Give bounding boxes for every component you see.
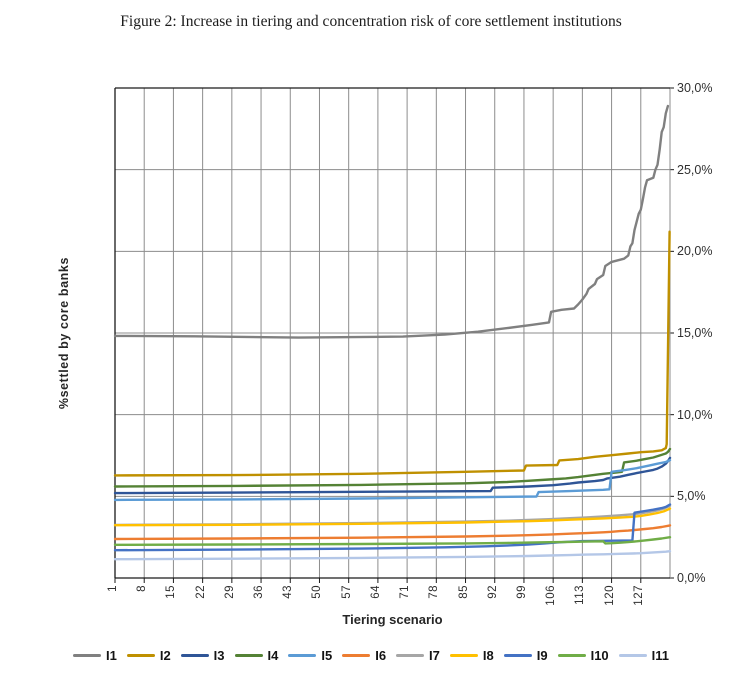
x-tick-label: 29	[223, 585, 236, 599]
figure-title: Figure 2: Increase in tiering and concen…	[120, 13, 622, 30]
legend-item-I5: I5	[288, 648, 332, 663]
x-tick-label: 64	[369, 585, 382, 599]
legend-label: I5	[321, 648, 333, 663]
x-tick-label: 106	[545, 585, 558, 606]
x-tick-label: 99	[515, 585, 528, 599]
legend-swatch-I9	[503, 653, 532, 658]
x-tick-label: 22	[194, 585, 207, 599]
legend-label: I3	[213, 648, 225, 663]
series-line-I7	[113, 504, 672, 527]
y-tick-label: 10,0%	[677, 407, 713, 422]
legend-swatch-I3	[180, 653, 209, 658]
legend-item-I9: I9	[503, 648, 548, 663]
x-tick-label: 78	[428, 585, 441, 599]
legend-label: I9	[536, 648, 548, 663]
legend-item-I6: I6	[342, 648, 386, 663]
x-tick-label: 50	[311, 585, 324, 599]
y-tick-label: 30,0%	[677, 81, 713, 95]
x-tick-label: 85	[457, 585, 470, 599]
legend-label: I7	[429, 648, 440, 663]
series-line-I2	[113, 230, 671, 477]
x-tick-label: 57	[340, 585, 353, 599]
legend-swatch-I6	[342, 653, 371, 658]
y-axis-title-wrap: %settled by core banks	[52, 88, 76, 578]
legend-label: I10	[590, 648, 609, 663]
y-tick-label: 5,0%	[677, 489, 706, 504]
legend-item-I4: I4	[234, 648, 279, 663]
x-tick-label: 120	[603, 585, 616, 606]
legend-label: I4	[267, 648, 279, 663]
legend-item-I7: I7	[396, 648, 440, 663]
legend-swatch-I8	[449, 653, 478, 658]
legend-label: I8	[482, 648, 494, 663]
legend-label: I11	[651, 648, 670, 663]
series-line-I5	[113, 458, 672, 502]
legend-label: I6	[375, 648, 387, 663]
x-axis-title: Tiering scenario	[342, 612, 443, 627]
series-line-I3	[113, 456, 672, 495]
legend-label: I2	[159, 648, 171, 663]
series-line-I10	[113, 536, 672, 546]
legend-item-I1: I1	[72, 648, 117, 663]
legend-swatch-I1	[72, 653, 101, 658]
x-tick-label: 127	[632, 585, 645, 606]
y-tick-label: 20,0%	[677, 244, 713, 259]
legend-swatch-I4	[234, 653, 263, 658]
x-tick-label: 15	[165, 585, 178, 599]
series-line-I4	[113, 447, 672, 488]
series-line-I11	[113, 550, 672, 561]
legend-item-I3: I3	[180, 648, 225, 663]
legend-swatch-I11	[618, 653, 647, 658]
x-tick-label: 43	[282, 585, 295, 599]
x-tick-label: 113	[574, 585, 587, 605]
x-tick-label: 1	[107, 585, 119, 592]
legend-item-I10: I10	[557, 648, 609, 663]
x-tick-label: 71	[399, 585, 412, 599]
y-tick-label: 15,0%	[677, 326, 713, 340]
series-line-I8	[113, 507, 672, 527]
x-tick-label: 92	[486, 585, 499, 599]
legend-label: I1	[105, 648, 117, 663]
y-axis-title: %settled by core banks	[57, 256, 71, 410]
legend-swatch-I10	[557, 653, 586, 658]
legend-swatch-I5	[288, 653, 317, 658]
series-line-I1	[113, 104, 670, 339]
x-tick-label: 8	[136, 585, 149, 592]
y-tick-label: 25,0%	[677, 162, 713, 177]
legend-swatch-I7	[396, 653, 425, 658]
legend-item-I11: I11	[618, 648, 670, 663]
x-tick-label: 36	[253, 585, 266, 599]
legend-item-I2: I2	[126, 648, 171, 663]
legend-item-I8: I8	[449, 648, 494, 663]
y-tick-label: 0,0%	[677, 571, 706, 585]
legend: I1 I2 I3 I4 I5 I6 I7 I8 I9 I10 I11	[0, 648, 742, 663]
legend-swatch-I2	[126, 653, 155, 658]
series-line-I6	[113, 524, 672, 541]
